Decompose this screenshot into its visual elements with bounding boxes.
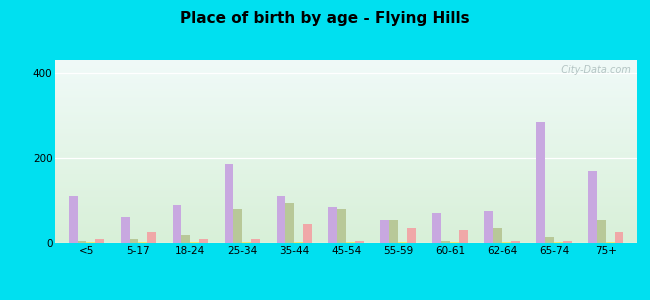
Bar — [536, 122, 545, 243]
Bar — [554, 242, 563, 243]
Bar — [86, 242, 96, 243]
Bar — [328, 207, 337, 243]
Bar — [173, 205, 181, 243]
Bar — [181, 235, 190, 243]
Bar — [138, 242, 147, 243]
Bar — [389, 220, 398, 243]
Bar — [121, 218, 129, 243]
Bar — [484, 211, 493, 243]
Bar — [199, 239, 208, 243]
Bar — [502, 242, 511, 243]
Text: Place of birth by age - Flying Hills: Place of birth by age - Flying Hills — [180, 11, 470, 26]
Text: City-Data.com: City-Data.com — [555, 65, 631, 76]
Bar — [147, 232, 156, 243]
Bar — [588, 171, 597, 243]
Bar — [242, 242, 251, 243]
Bar — [233, 209, 242, 243]
Bar — [493, 228, 502, 243]
Bar — [615, 232, 623, 243]
Bar — [511, 241, 519, 243]
Bar — [441, 241, 450, 243]
Bar — [190, 242, 199, 243]
Bar — [303, 224, 312, 243]
Bar — [597, 220, 606, 243]
Bar — [450, 242, 459, 243]
Bar — [563, 241, 571, 243]
Bar — [69, 196, 77, 243]
Bar — [129, 239, 138, 243]
Bar — [285, 202, 294, 243]
Bar — [346, 242, 355, 243]
Bar — [251, 239, 260, 243]
Bar — [459, 230, 467, 243]
Bar — [545, 237, 554, 243]
Bar — [398, 242, 407, 243]
Bar — [225, 164, 233, 243]
Bar — [355, 241, 364, 243]
Bar — [96, 239, 104, 243]
Bar — [380, 220, 389, 243]
Bar — [407, 228, 416, 243]
Bar — [294, 242, 303, 243]
Bar — [77, 241, 86, 243]
Bar — [337, 209, 346, 243]
Bar — [432, 213, 441, 243]
Bar — [606, 242, 615, 243]
Bar — [276, 196, 285, 243]
